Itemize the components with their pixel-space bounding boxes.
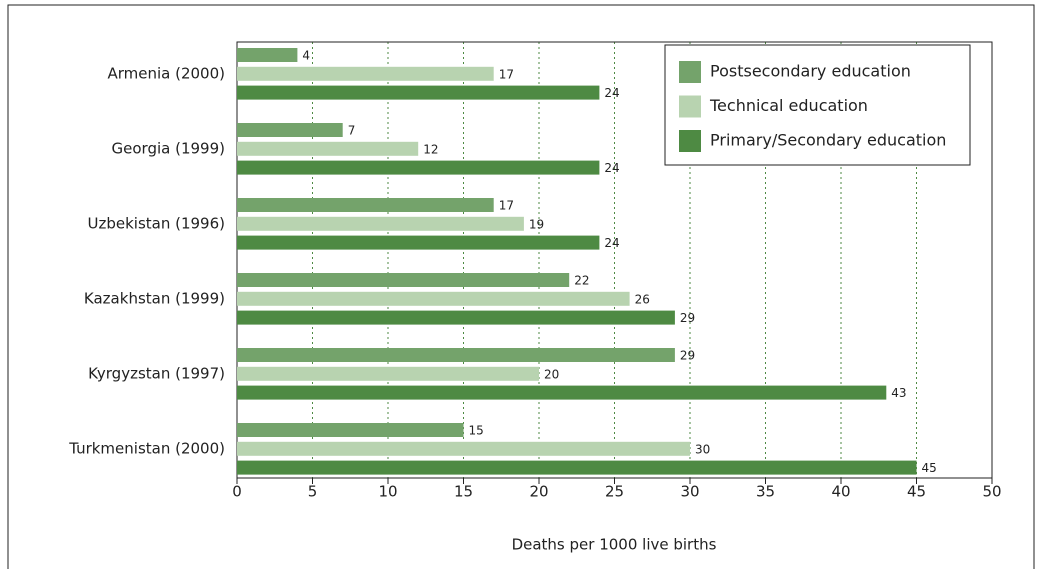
bar	[237, 141, 419, 156]
plot-frame	[236, 41, 993, 479]
legend-swatch	[679, 61, 701, 83]
y-tick-label: Kazakhstan (1999)	[84, 289, 225, 307]
y-tick-label: Turkmenistan (2000)	[68, 439, 225, 457]
value-label: 15	[469, 424, 484, 438]
bar	[237, 460, 917, 475]
legend-label: Technical education	[709, 96, 868, 115]
value-label: 12	[423, 142, 438, 156]
value-label: 17	[499, 199, 514, 213]
value-label: 30	[695, 442, 710, 456]
legend-swatch	[679, 130, 701, 152]
bar	[237, 423, 464, 437]
bar	[237, 85, 600, 100]
x-tick-label: 40	[831, 483, 850, 501]
bar	[237, 66, 494, 81]
bar	[237, 348, 675, 362]
y-tick-label: Georgia (1999)	[112, 139, 225, 157]
bar	[237, 198, 494, 212]
value-label: 29	[680, 349, 695, 363]
x-tick-label: 50	[982, 483, 1001, 501]
value-label: 29	[680, 311, 695, 325]
x-tick-label: 30	[680, 483, 699, 501]
bar	[237, 385, 887, 400]
x-tick-label: 25	[605, 483, 624, 501]
bar	[237, 310, 675, 325]
x-tick-label: 10	[378, 483, 397, 501]
value-label: 20	[544, 367, 559, 381]
frame	[7, 4, 1035, 569]
legend-swatch	[679, 95, 701, 118]
y-tick-label: Uzbekistan (1996)	[88, 214, 226, 232]
bar	[237, 273, 570, 287]
legend	[664, 44, 971, 166]
bar	[237, 123, 343, 137]
legend-label: Postsecondary education	[710, 62, 911, 81]
value-label: 19	[529, 217, 544, 231]
x-tick-label: 35	[756, 483, 775, 501]
value-label: 24	[604, 86, 619, 100]
bar	[237, 441, 690, 456]
x-tick-label: 5	[308, 483, 318, 501]
bar	[237, 160, 600, 175]
value-label: 17	[499, 67, 514, 81]
value-label: 7	[348, 124, 356, 138]
bar	[237, 235, 600, 250]
x-axis-label: Deaths per 1000 live births	[512, 536, 717, 554]
bar	[237, 366, 539, 381]
legend-label: Primary/Secondary education	[710, 131, 946, 150]
value-label: 45	[922, 461, 937, 475]
value-label: 24	[604, 161, 619, 175]
bar	[237, 48, 298, 62]
value-label: 26	[635, 292, 650, 306]
x-tick-label: 0	[232, 483, 242, 501]
x-tick-label: 15	[454, 483, 473, 501]
value-label: 22	[574, 274, 589, 288]
y-tick-label: Armenia (2000)	[107, 64, 225, 82]
bar	[237, 216, 524, 231]
x-tick-label: 45	[907, 483, 926, 501]
y-tick-label: Kyrgyzstan (1997)	[88, 364, 225, 382]
value-label: 4	[302, 49, 310, 63]
value-label: 24	[604, 236, 619, 250]
value-label: 43	[891, 386, 906, 400]
bar	[237, 291, 630, 306]
x-tick-label: 20	[529, 483, 548, 501]
